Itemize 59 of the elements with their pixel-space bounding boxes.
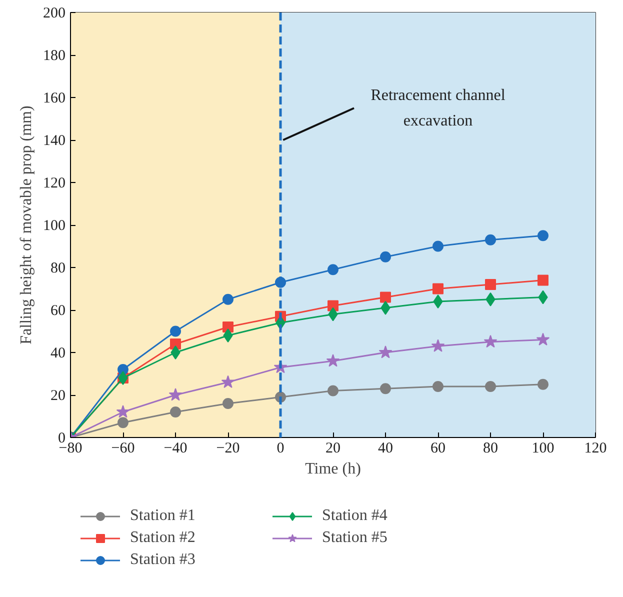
point [484, 334, 498, 348]
legend-label: Station #1 [130, 507, 196, 525]
y-tick-label: 0 [58, 430, 66, 446]
point [538, 230, 548, 242]
point [485, 234, 496, 246]
point [326, 354, 340, 367]
point [116, 405, 130, 418]
point [222, 398, 234, 409]
point [431, 339, 445, 352]
y-tick-label: 120 [43, 176, 66, 192]
annotation: Retracement channel excavation [370, 86, 506, 130]
point [223, 328, 233, 342]
point [380, 292, 391, 303]
point [168, 388, 182, 401]
y-tick-label: 200 [43, 6, 66, 22]
point [170, 326, 181, 337]
x-axis-title: Time (h) [305, 460, 361, 478]
legend-label: Station #3 [130, 551, 196, 569]
y-tick-label: 40 [50, 346, 66, 362]
point [221, 375, 235, 388]
point [538, 274, 548, 286]
legend-label: Station #5 [322, 529, 388, 547]
x-tick-label: −40 [164, 440, 188, 456]
legend-label: Station #4 [322, 507, 388, 525]
y-axis-title: Falling height of movable prop (mm) [18, 106, 35, 344]
y-tick-label: 100 [43, 218, 66, 234]
point [433, 294, 443, 308]
point [378, 346, 392, 358]
point [485, 381, 496, 392]
x-tick-label: 60 [430, 440, 446, 456]
y-tick-label: 20 [50, 388, 66, 404]
point [536, 332, 550, 346]
y-tick-label: 80 [50, 260, 66, 276]
point [485, 279, 496, 290]
point [380, 383, 391, 394]
legend-label: Station #2 [130, 529, 196, 547]
point [118, 417, 128, 428]
x-tick-label: −20 [216, 440, 240, 456]
point [432, 240, 444, 252]
y-tick-label: 180 [43, 48, 66, 64]
point [432, 381, 444, 392]
y-tick-label: 140 [43, 133, 66, 149]
x-tick-label: 40 [378, 440, 393, 456]
y-tick-label: 60 [50, 303, 66, 319]
y-tick-label: 160 [43, 90, 66, 106]
x-tick-label: 100 [532, 440, 554, 456]
x-tick-label: 20 [326, 440, 340, 456]
point [222, 294, 234, 305]
x-tick-label: 80 [483, 440, 498, 456]
x-tick-label: 120 [584, 440, 607, 456]
point [328, 385, 338, 396]
point [380, 251, 391, 262]
point [538, 378, 548, 390]
point [432, 283, 444, 294]
point [328, 264, 338, 276]
x-tick-label: 0 [276, 440, 284, 456]
point [170, 406, 181, 418]
point [170, 346, 180, 360]
x-tick-label: −60 [111, 440, 135, 456]
